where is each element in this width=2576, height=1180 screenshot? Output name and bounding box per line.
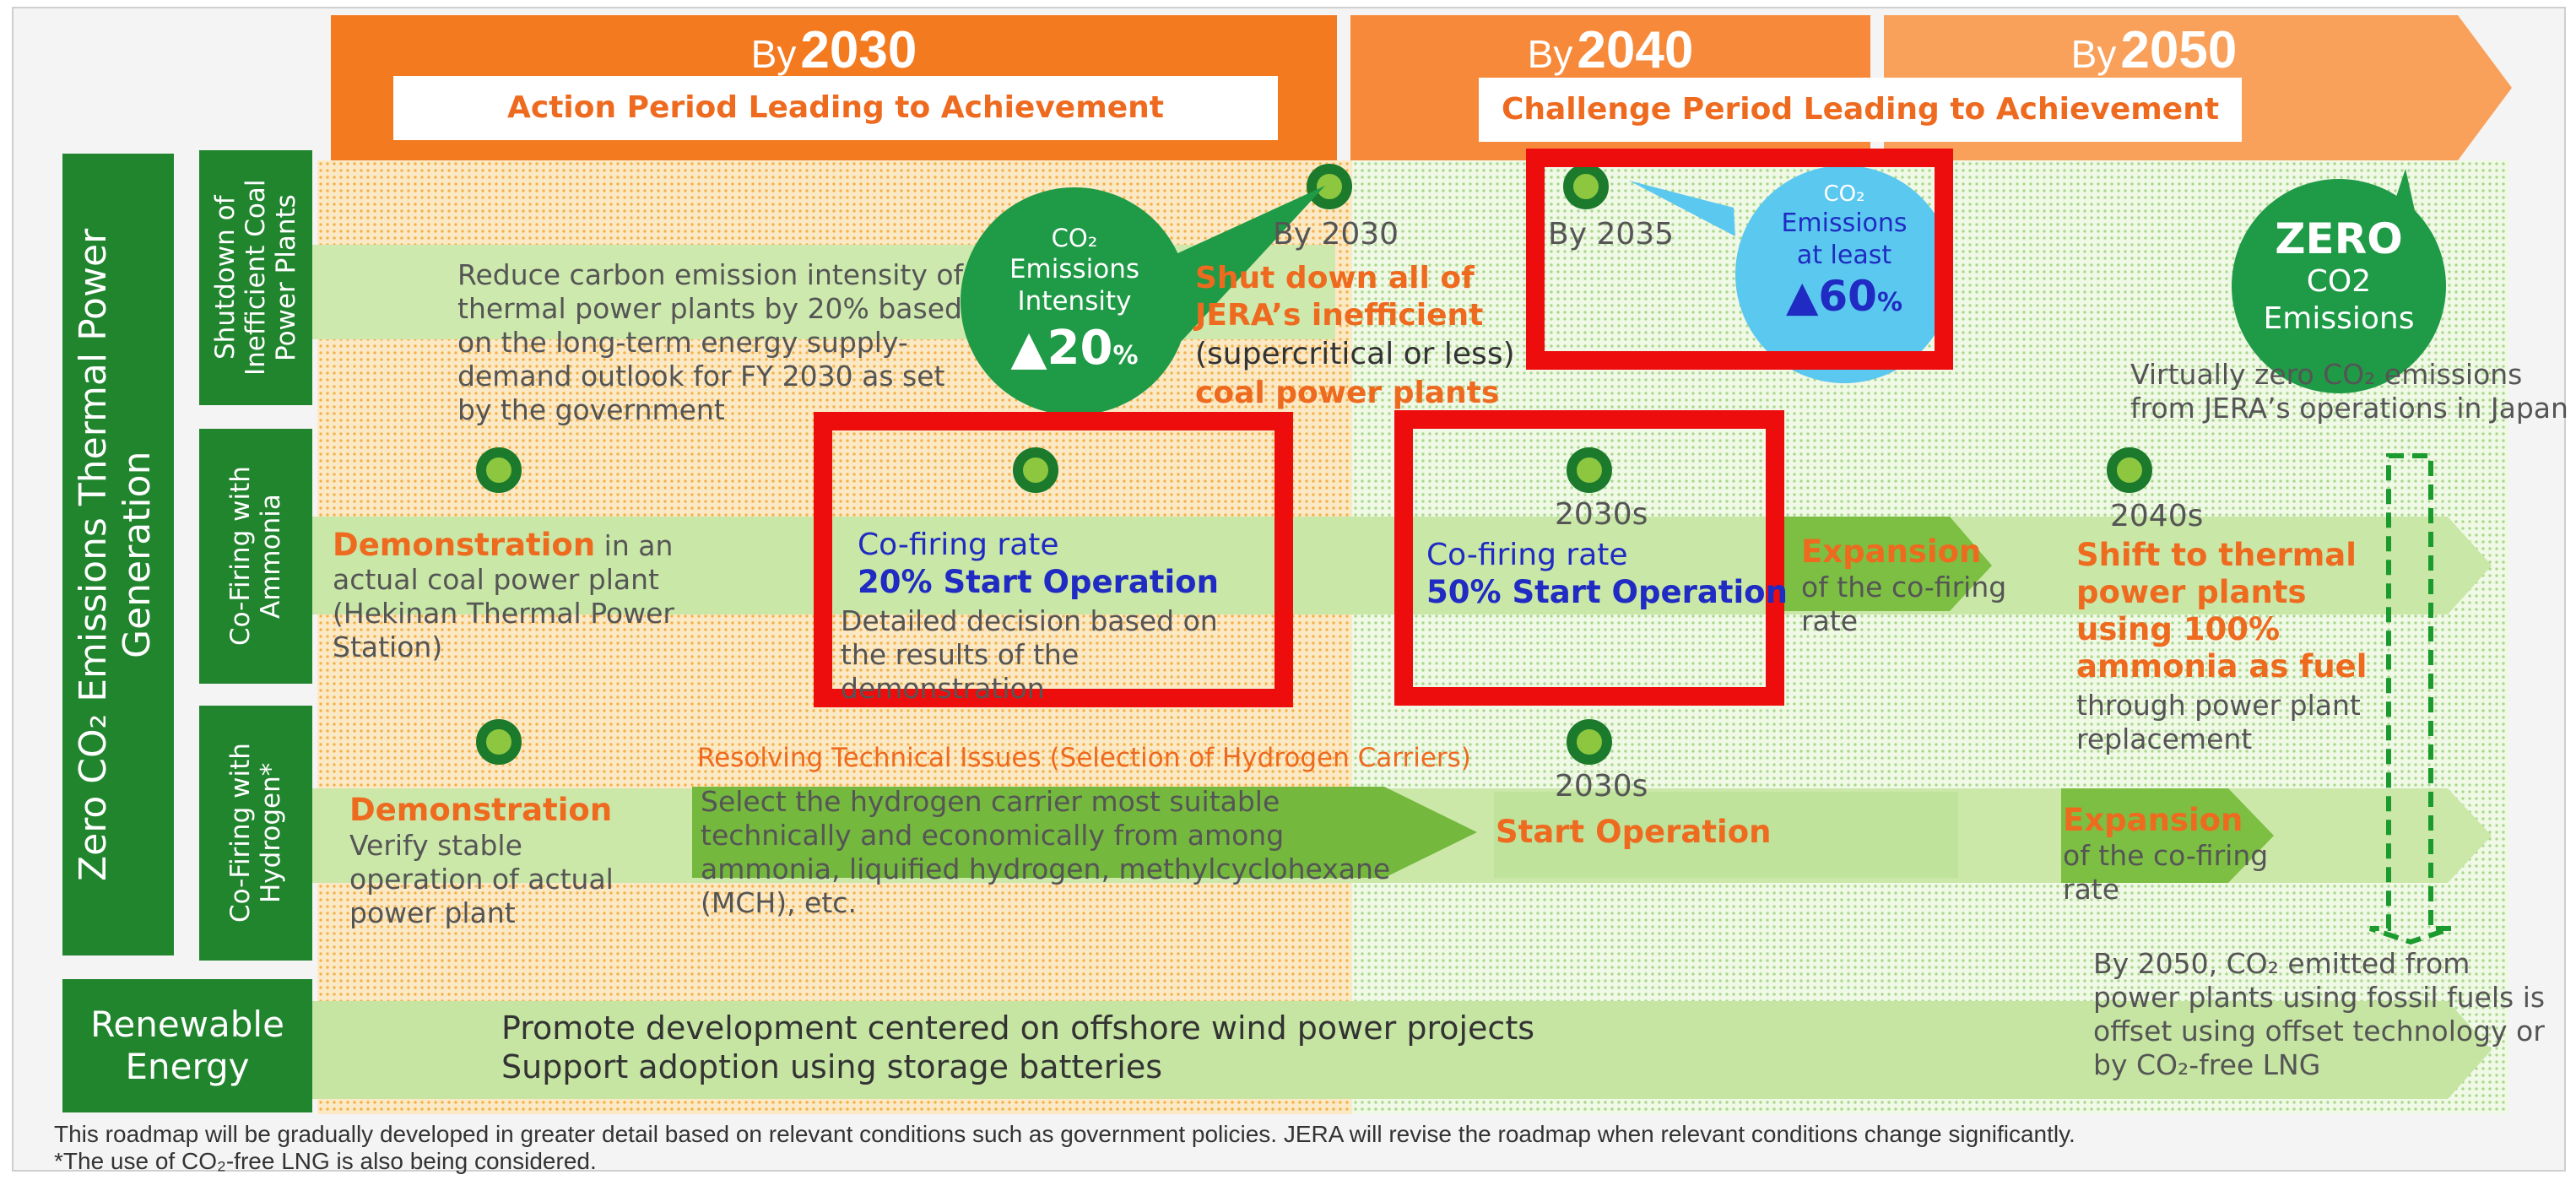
cofiring-rate-20-label: Co-firing rate (858, 528, 1059, 562)
shut-down-line2: JERA’s inefficient (1195, 298, 1484, 333)
virtually-zero-note: Virtually zero CO₂ emissions from JERA’s… (2130, 358, 2568, 425)
dashed-down-arrow (2369, 453, 2452, 945)
by-2035-label: By 2035 (1548, 217, 1675, 252)
bubble-co2-intensity-20: CO₂ Emissions Intensity ▲20% (961, 187, 1188, 415)
hydrogen-expansion: Expansion (2063, 802, 2243, 838)
header-2040-subtitle: Challenge Period Leading to Achievement (1479, 78, 2242, 142)
renewable-line1: Promote development centered on offshore… (501, 1009, 1535, 1047)
expansion-arrow-ammonia (1781, 517, 1992, 611)
label-zero-co2-thermal: Zero CO₂ Emissions Thermal Power Generat… (62, 154, 174, 955)
hydrogen-start-operation: Start Operation (1496, 814, 1772, 850)
ammonia-expansion-note: of the co-firing rate (1801, 571, 2007, 637)
milestone-dot (1013, 447, 1058, 493)
label-hydrogen: Co-Firing with Hydrogen* (199, 706, 312, 961)
footnote-roadmap: This roadmap will be gradually developed… (54, 1121, 2075, 1147)
shut-down-supercritical: (supercritical or less) (1195, 337, 1515, 371)
hydrogen-demonstration: Demonstration (349, 792, 613, 828)
shut-down-line1: Shut down all of (1195, 261, 1475, 295)
highlight-box-50 (1394, 410, 1784, 706)
highlight-box-60 (1526, 149, 1953, 370)
renewable-line2: Support adoption using storage batteries (501, 1048, 1163, 1085)
start-op-band (1494, 792, 1958, 878)
reduce-intensity-text: Reduce carbon emission intensity of ther… (457, 258, 964, 426)
bubble-co2-60: CO₂ Emissions at least ▲60% (1735, 165, 1953, 383)
by-2030-label: By 2030 (1273, 217, 1399, 252)
hydrogen-demo-note: Verify stable operation of actual power … (349, 829, 614, 929)
highlight-box-20 (814, 412, 1293, 707)
hydrogen-expansion-note: of the co-firing rate (2063, 839, 2269, 906)
expansion-arrow-hydrogen (2061, 788, 2274, 883)
header-2030-subtitle: Action Period Leading to Achievement (393, 76, 1278, 140)
footnote-lng: *The use of CO₂-free LNG is also being c… (54, 1148, 597, 1174)
select-carrier-text: Select the hydrogen carrier most suitabl… (701, 785, 1391, 919)
label-shutdown-coal: Shutdown of Inefficient Coal Power Plant… (199, 150, 312, 405)
cofiring-50-start: 50% Start Operation (1426, 574, 1788, 610)
select-carrier-arrow (692, 787, 1477, 878)
bubble-zero-emissions: ZERO CO2 Emissions (2232, 179, 2446, 393)
shift-replacement-note: through power plant replacement (2076, 689, 2361, 755)
ammonia-expansion: Expansion (1801, 533, 1982, 570)
ammonia-2030s-label: 2030s (1555, 497, 1648, 532)
cofiring-20-start: 20% Start Operation (858, 564, 1219, 600)
offset-note: By 2050, CO₂ emitted from power plants u… (2093, 947, 2546, 1081)
cofiring-rate-50-label: Co-firing rate (1426, 538, 1628, 572)
label-ammonia: Co-Firing with Ammonia (199, 429, 312, 684)
header-2030-title: By 2030 (750, 21, 917, 79)
milestone-dot (476, 447, 522, 493)
shut-down-line3: coal power plants (1195, 376, 1500, 410)
shift-thermal-plants: Shift to thermal power plants using 100%… (2076, 537, 2368, 685)
header-2040-title: By 2040 (1527, 21, 1694, 79)
ammonia-demonstration: Demonstration in an actual coal power pl… (333, 527, 674, 664)
hydrogen-2030s-label: 2030s (1555, 769, 1648, 804)
header-2050-title: By 2050 (2070, 21, 2238, 79)
detailed-decision-note: Detailed decision based on the results o… (841, 604, 1218, 705)
label-renewable: Renewable Energy (62, 979, 312, 1112)
ammonia-2040s-label: 2040s (2110, 499, 2204, 533)
resolving-issues-label: Resolving Technical Issues (Selection of… (697, 743, 1471, 773)
